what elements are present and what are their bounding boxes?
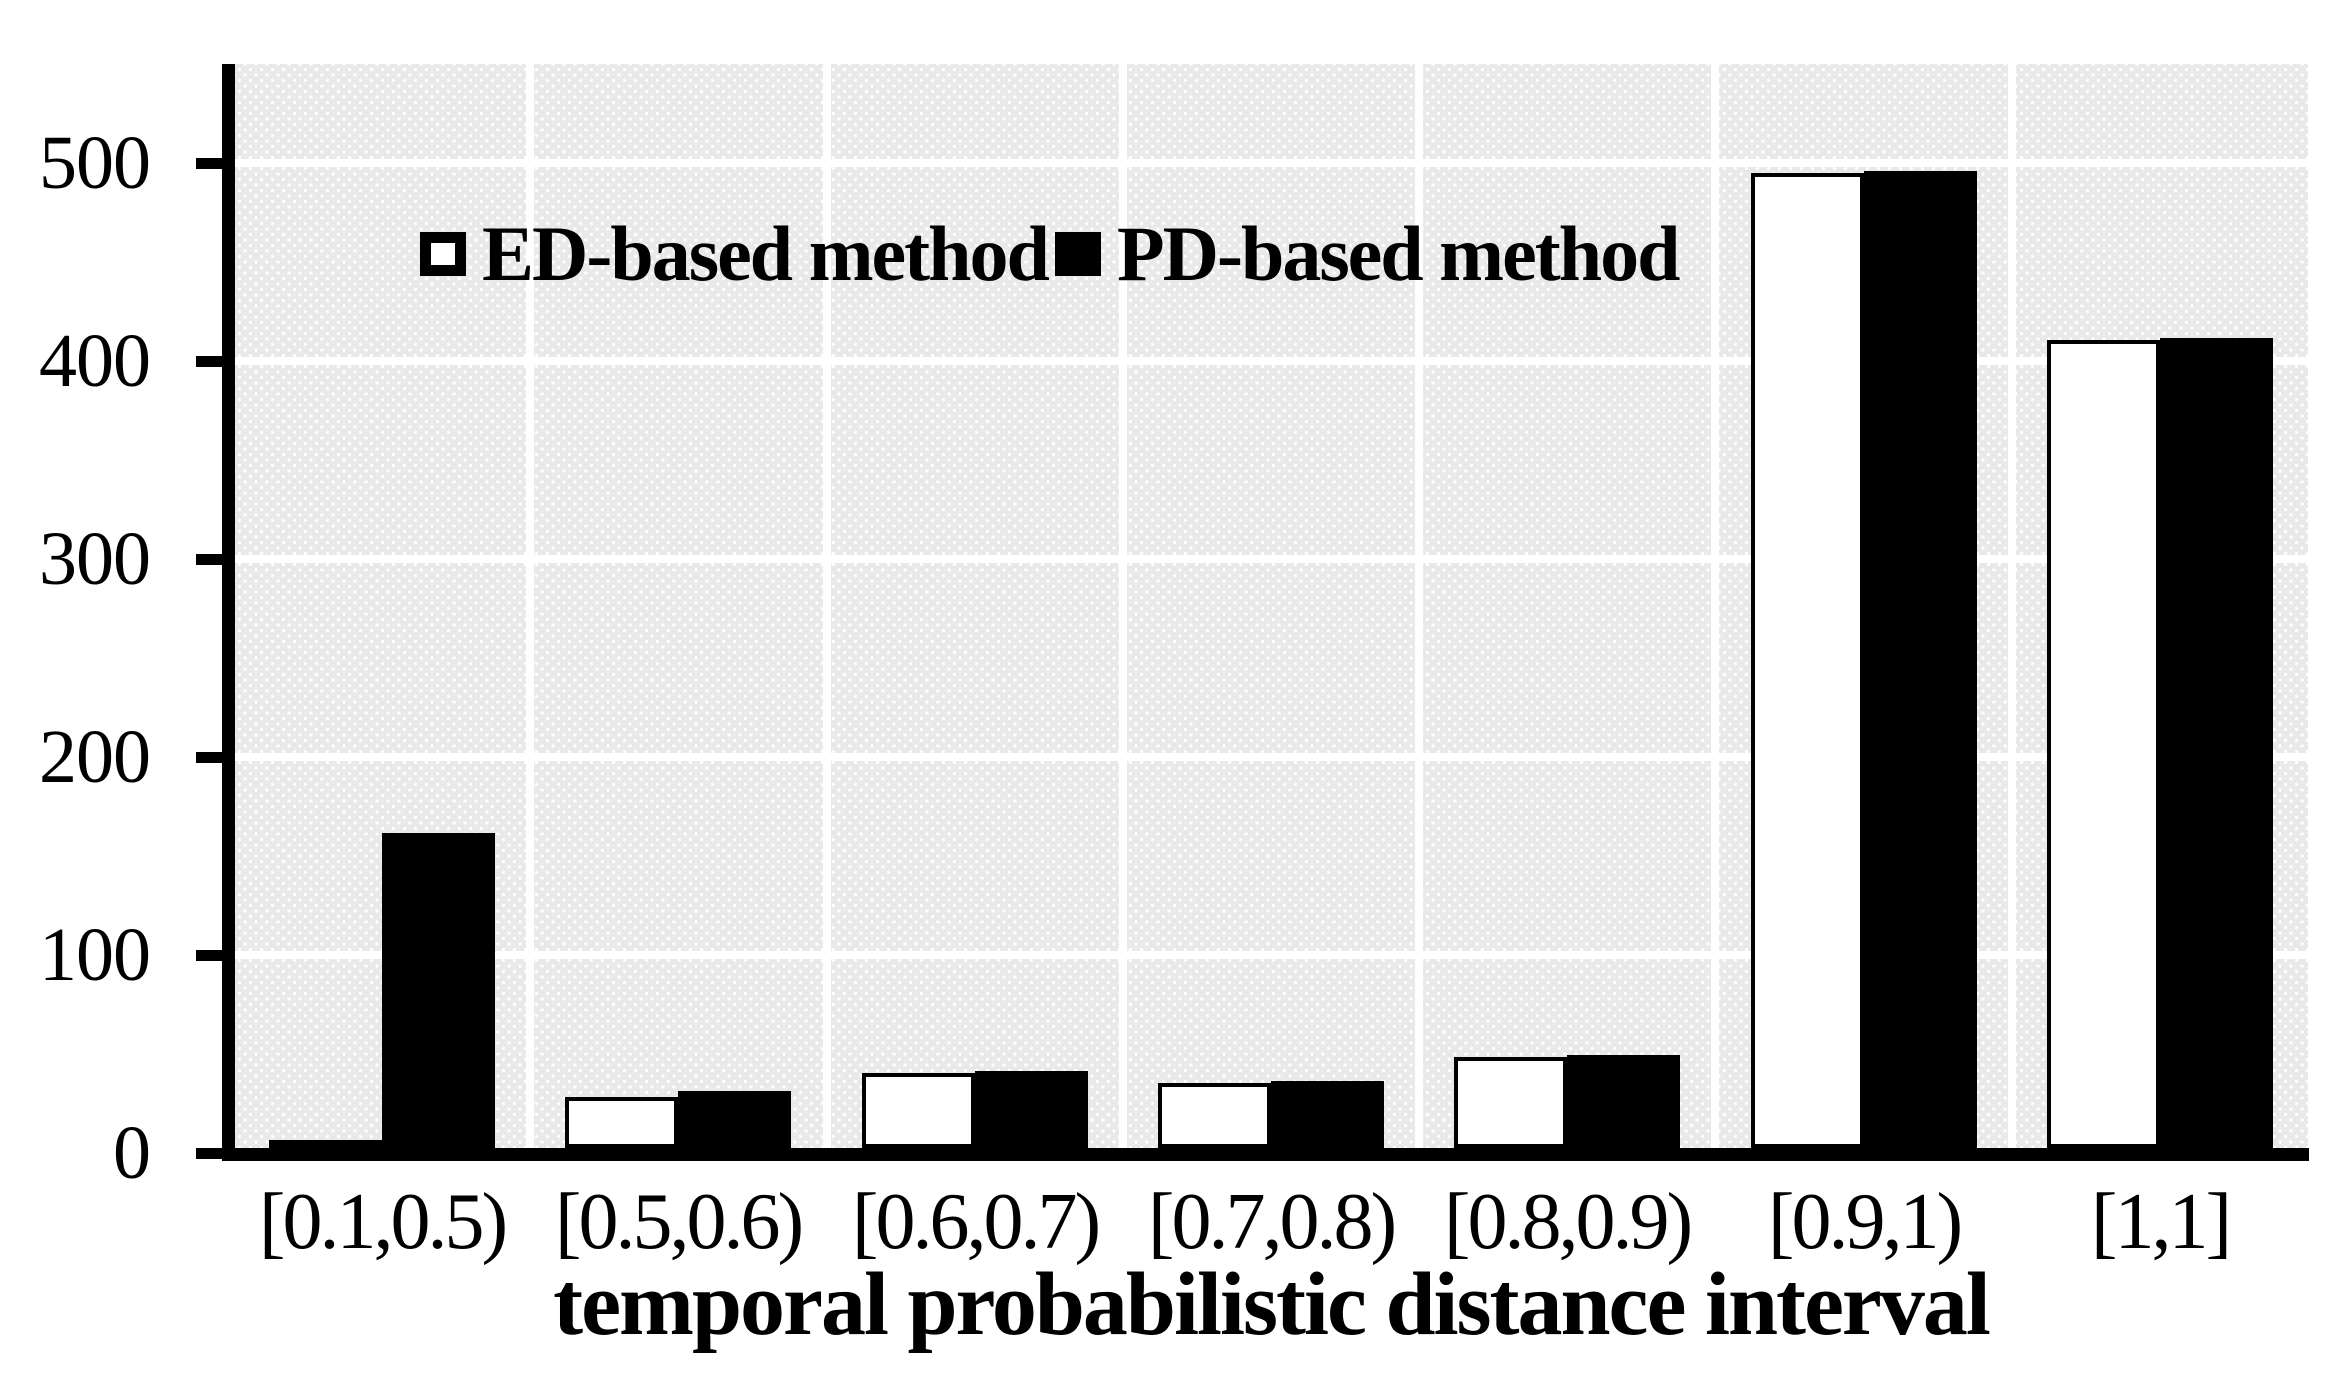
- gridline-horizontal: [234, 555, 2308, 563]
- bar-ed-1: [565, 1097, 678, 1148]
- legend-item-ed: ED-based method: [420, 206, 1050, 302]
- x-tick-label: [0.8,0.9): [1443, 1178, 1693, 1266]
- bar-pd-2: [975, 1071, 1088, 1148]
- gridline-horizontal: [234, 159, 2308, 167]
- gridline-vertical: [1415, 64, 1424, 1148]
- gridline-horizontal: [234, 357, 2308, 365]
- bar-pd-0: [382, 833, 495, 1148]
- bar-pd-5: [1864, 171, 1977, 1148]
- bar-ed-3: [1158, 1083, 1271, 1148]
- y-tick-mark: [196, 158, 222, 169]
- bar-pd-1: [678, 1091, 791, 1148]
- legend-label: PD-based method: [1117, 210, 1681, 297]
- x-axis-line: [222, 1148, 2309, 1161]
- x-tick-label: [0.1,0.5): [258, 1178, 508, 1266]
- y-tick-mark: [196, 356, 222, 367]
- white-square-swatch-icon: [420, 232, 466, 276]
- x-tick-label: [0.9,1): [1767, 1178, 1963, 1266]
- bar-ed-5: [1751, 173, 1864, 1148]
- y-tick-mark: [196, 554, 222, 565]
- gridline-vertical: [2007, 64, 2016, 1148]
- bar-pd-3: [1271, 1081, 1384, 1148]
- y-tick-mark: [196, 950, 222, 961]
- x-tick-label: [0.6,0.7): [851, 1178, 1101, 1266]
- y-tick-label: 400: [39, 319, 151, 403]
- gridline-vertical: [1711, 64, 1720, 1148]
- legend-label: ED-based method: [482, 210, 1050, 297]
- y-tick-label: 0: [113, 1111, 151, 1195]
- x-tick-label: [0.5,0.6): [554, 1178, 804, 1266]
- bar-pd-4: [1567, 1055, 1680, 1148]
- y-axis-line: [222, 64, 235, 1161]
- gridline-vertical: [526, 64, 535, 1148]
- bar-ed-4: [1454, 1057, 1567, 1148]
- gridline-horizontal: [234, 753, 2308, 761]
- bar-ed-6: [2047, 340, 2160, 1148]
- x-axis-title: temporal probabilistic distance interval: [553, 1255, 1991, 1354]
- x-tick-label: [1,1]: [2090, 1178, 2232, 1266]
- y-tick-label: 200: [39, 715, 151, 799]
- bar-ed-0: [269, 1140, 382, 1148]
- gridline-vertical: [1118, 64, 1127, 1148]
- y-tick-label: 100: [39, 913, 151, 997]
- bar-pd-6: [2160, 338, 2273, 1148]
- y-tick-mark: [196, 1148, 222, 1159]
- legend-item-pd: PD-based method: [1055, 206, 1681, 302]
- gridline-horizontal: [234, 951, 2308, 959]
- y-tick-mark: [196, 752, 222, 763]
- black-square-swatch-icon: [1055, 232, 1101, 276]
- y-tick-label: 500: [39, 121, 151, 205]
- x-tick-label: [0.7,0.8): [1147, 1178, 1397, 1266]
- bar-ed-2: [862, 1073, 975, 1148]
- gridline-vertical: [822, 64, 831, 1148]
- y-tick-label: 300: [39, 517, 151, 601]
